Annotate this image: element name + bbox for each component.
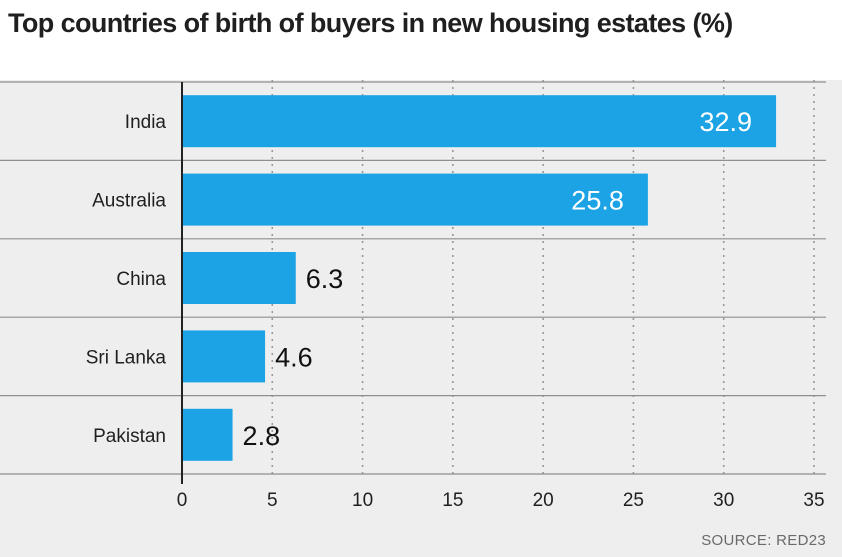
plot-panel bbox=[0, 80, 842, 557]
x-tick-label: 25 bbox=[623, 490, 644, 511]
row-separators bbox=[0, 81, 826, 475]
x-tick-label: 35 bbox=[803, 490, 824, 511]
value-label: 32.9 bbox=[700, 107, 753, 137]
x-tick-label: 0 bbox=[177, 490, 188, 511]
chart-title: Top countries of birth of buyers in new … bbox=[8, 8, 733, 38]
category-label: Australia bbox=[92, 191, 166, 212]
bar-sri-lanka bbox=[182, 330, 266, 383]
value-label: 6.3 bbox=[306, 264, 344, 294]
value-labels: 32.9 25.8 6.3 4.6 2.8 bbox=[243, 107, 753, 451]
bars bbox=[182, 95, 777, 461]
value-label: 25.8 bbox=[571, 186, 624, 216]
x-tick-labels: 0 5 10 15 20 25 30 35 bbox=[177, 490, 825, 511]
x-tick-label: 5 bbox=[267, 490, 278, 511]
category-label: Sri Lanka bbox=[86, 347, 167, 368]
value-label: 4.6 bbox=[275, 342, 313, 372]
x-tick-label: 20 bbox=[533, 490, 554, 511]
category-label: Pakistan bbox=[93, 426, 166, 447]
bar-australia bbox=[182, 173, 648, 226]
bar-pakistan bbox=[182, 408, 233, 461]
category-label: India bbox=[125, 112, 167, 133]
x-tick-label: 10 bbox=[352, 490, 373, 511]
category-labels: India Australia China Sri Lanka Pakistan bbox=[86, 112, 167, 447]
bar-china bbox=[182, 252, 296, 304]
category-label: China bbox=[116, 269, 166, 290]
source-note: SOURCE: RED23 bbox=[701, 532, 826, 549]
value-label: 2.8 bbox=[243, 421, 281, 451]
bar-india bbox=[182, 95, 777, 148]
x-tick-label: 30 bbox=[713, 490, 734, 511]
x-tick-label: 15 bbox=[442, 490, 463, 511]
